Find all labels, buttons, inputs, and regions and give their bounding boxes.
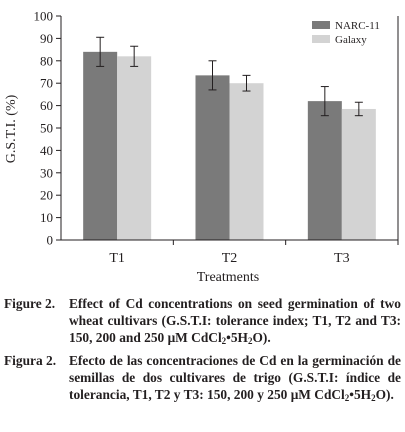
bar <box>307 101 342 241</box>
caption-text: Effect of Cd concentrations on seed germ… <box>69 296 401 346</box>
y-tick-label: 20 <box>40 188 53 203</box>
bars <box>83 36 376 241</box>
y-tick-label: 100 <box>34 9 54 24</box>
bar <box>195 75 230 240</box>
y-tick-label: 80 <box>40 53 53 68</box>
caption-text: Efecto de las concentraciones de Cd en l… <box>69 353 401 403</box>
x-axis-label: Treatments <box>197 270 259 285</box>
x-tick-label: T3 <box>334 251 350 266</box>
y-tick-label: 40 <box>40 143 53 158</box>
x-tick-label: T2 <box>222 251 238 266</box>
bar-chart: 0 10 20 30 40 50 60 70 80 90 100 T1 T2 T3 NARC-11 Gal… <box>4 9 399 285</box>
y-tick-label: 30 <box>40 165 53 180</box>
y-tick-label: 90 <box>40 31 53 46</box>
caption-label: Figure 2. <box>4 296 56 311</box>
bar <box>341 108 376 241</box>
legend-label: NARC-11 <box>335 20 380 32</box>
y-axis-label: G.S.T.I. (%) <box>4 94 19 163</box>
bar <box>229 83 264 240</box>
figure-caption-spanish: Figura 2. Efecto de las concentraciones … <box>4 352 401 403</box>
legend-label: Galaxy <box>335 34 367 46</box>
legend-swatch <box>312 35 330 43</box>
x-axis: T1 T2 T3 <box>61 239 399 266</box>
y-axis: 0 10 20 30 40 50 60 70 80 90 100 <box>34 9 399 248</box>
bar <box>83 51 118 241</box>
y-tick-label: 70 <box>40 76 53 91</box>
y-tick-label: 50 <box>40 121 53 136</box>
legend-swatch <box>312 21 330 29</box>
figure-caption-english: Figure 2. Effect of Cd concentrations on… <box>4 295 401 346</box>
y-tick-label: 0 <box>47 233 54 248</box>
bar <box>117 56 152 240</box>
y-tick-label: 60 <box>40 98 53 113</box>
y-tick-label: 10 <box>40 210 53 225</box>
x-tick-label: T1 <box>109 251 125 266</box>
caption-label: Figura 2. <box>4 353 57 368</box>
legend: NARC-11 Galaxy <box>312 20 380 46</box>
